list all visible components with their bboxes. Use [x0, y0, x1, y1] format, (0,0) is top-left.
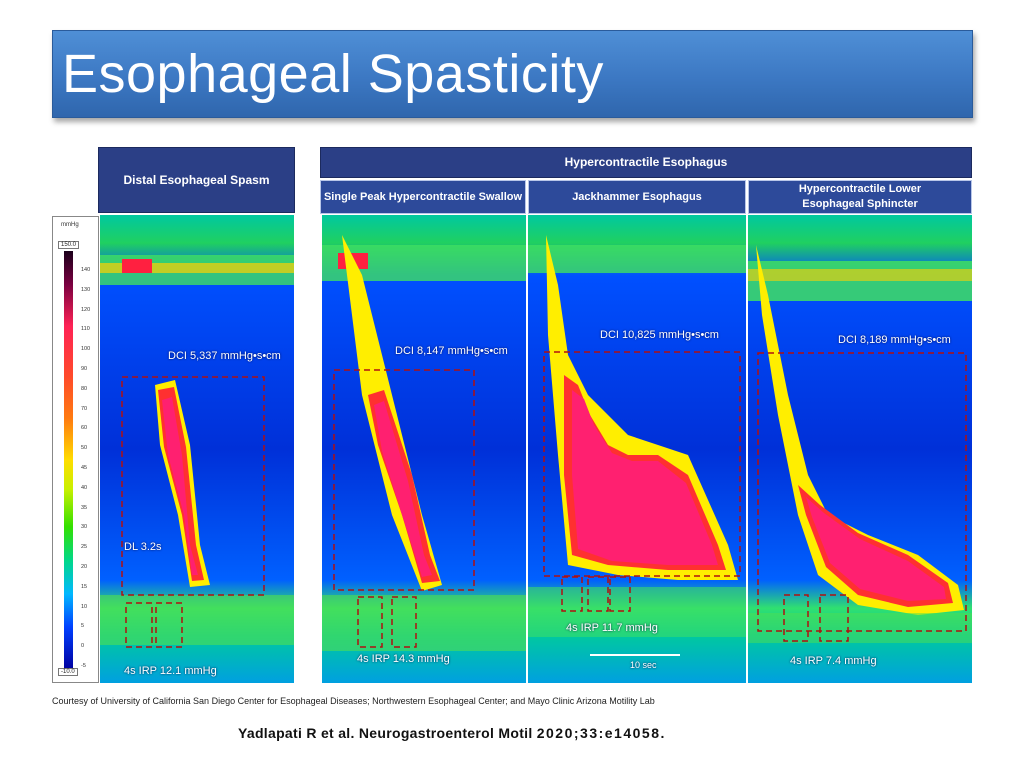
slide-title: Esophageal Spasticity: [62, 44, 604, 104]
pressure-color-scale: mmHg 150.0 140 130 120 110 100 90 80 70 60 50 45 40…: [52, 216, 99, 683]
scale-tick: 45: [81, 465, 88, 471]
scale-tick: 0: [81, 643, 85, 650]
scale-tick: 140: [81, 267, 91, 273]
citation: Yadlapati R et al. Neurogastroenterol Mo…: [238, 725, 666, 741]
scale-tick: 25: [81, 544, 88, 551]
scale-tick: 15: [81, 583, 88, 590]
topography-hcles: [748, 215, 972, 683]
scale-tick: 30: [81, 524, 88, 531]
citation-ref: 2020;33:e14058.: [536, 725, 666, 741]
topography-jackhammer: [528, 215, 746, 683]
header-hypercontractile-esophagus: Hypercontractile Esophagus: [320, 147, 972, 178]
scale-tick: 5: [81, 623, 85, 630]
scale-max: 150.0: [58, 241, 80, 249]
citation-authors: Yadlapati R et al.: [238, 725, 355, 741]
distal-dci-label: DCI 5,337 mmHg•s•cm: [168, 350, 281, 362]
scale-tick: 40: [81, 484, 88, 491]
single-peak-irp-label: 4s IRP 14.3 mmHg: [357, 653, 450, 665]
jackhammer-irp-label: 4s IRP 11.7 mmHg: [566, 622, 658, 634]
figure-credit: Courtesy of University of California San…: [52, 696, 655, 706]
jackhammer-dci-label: DCI 10,825 mmHg•s•cm: [600, 329, 719, 341]
scale-tick: 130: [81, 286, 91, 293]
scale-tick: 35: [81, 504, 88, 511]
scale-tick: 100: [81, 346, 91, 353]
scale-tick: 60: [81, 425, 88, 432]
scale-unit: mmHg: [61, 222, 79, 228]
distal-dl-label: DL 3.2s: [124, 541, 162, 553]
hcles-irp-label: 4s IRP 7.4 mmHg: [790, 655, 877, 667]
scale-tick: 20: [81, 564, 88, 570]
citation-journal: Neurogastroenterol Motil: [358, 725, 533, 741]
scale-tick: 70: [81, 405, 88, 412]
scale-tick: 90: [81, 366, 88, 372]
scale-tick: 10: [81, 603, 88, 610]
scale-tick: 80: [81, 385, 88, 392]
topography-distal-spasm: [100, 215, 294, 683]
header-hcles: Hypercontractile Lower Esophageal Sphinc…: [748, 180, 972, 214]
distal-irp-label: 4s IRP 12.1 mmHg: [124, 665, 217, 677]
scale-tick: 50: [81, 445, 88, 452]
scale-tick: 110: [81, 326, 90, 333]
jackhammer-timebar-label: 10 sec: [630, 660, 657, 670]
scale-tick: 120: [81, 306, 91, 313]
title-banner: [52, 30, 973, 118]
header-jackhammer: Jackhammer Esophagus: [528, 180, 746, 214]
scale-min: -10.0: [58, 668, 78, 676]
header-single-peak: Single Peak Hypercontractile Swallow: [320, 180, 526, 214]
topography-single-peak: [322, 215, 526, 683]
scale-tick: -5: [81, 663, 86, 669]
hcles-dci-label: DCI 8,189 mmHg•s•cm: [838, 334, 951, 346]
scale-gradient: [64, 251, 73, 669]
single-peak-dci-label: DCI 8,147 mmHg•s•cm: [395, 345, 508, 357]
header-distal-esophageal-spasm: Distal Esophageal Spasm: [98, 147, 295, 213]
